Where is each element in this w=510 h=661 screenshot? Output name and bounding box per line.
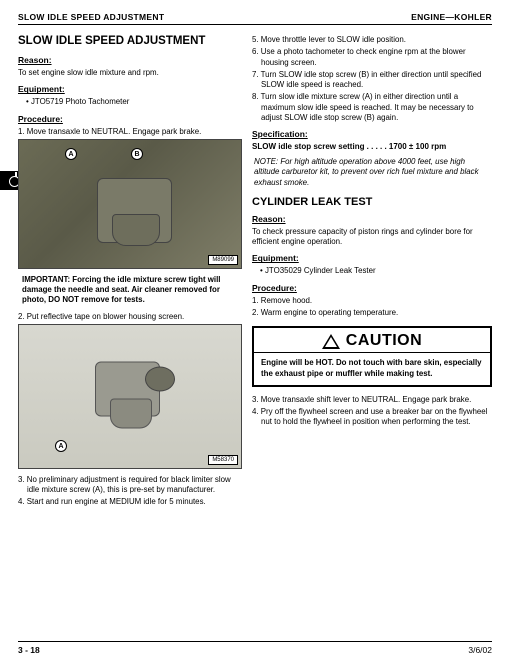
photo-carburetor-2: A M58370 [18, 324, 242, 469]
page: SLOW IDLE SPEED ADJUSTMENT ENGINE—KOHLER… [0, 0, 510, 518]
caution-body: Engine will be HOT. Do not touch with ba… [254, 353, 490, 385]
procedure-step: 1. Remove hood. [261, 296, 492, 306]
page-footer: 3 - 18 3/6/02 [18, 641, 492, 655]
procedure-step: 2. Warm engine to operating temperature. [261, 308, 492, 318]
important-note: IMPORTANT: Forcing the idle mixture scre… [18, 275, 242, 306]
caution-box: CAUTION Engine will be HOT. Do not touch… [252, 326, 492, 387]
photo-carburetor-1: A B M89099 [18, 139, 242, 269]
procedure-step: 8. Turn slow idle mixture screw (A) in e… [261, 92, 492, 123]
content-columns: SLOW IDLE SPEED ADJUSTMENT Reason: To se… [18, 35, 492, 510]
callout-a: A [65, 148, 77, 160]
procedure-label: Procedure: [252, 283, 492, 293]
image-tag: M89099 [208, 255, 238, 265]
left-column: SLOW IDLE SPEED ADJUSTMENT Reason: To se… [18, 35, 242, 510]
header-left: SLOW IDLE SPEED ADJUSTMENT [18, 12, 164, 22]
section-title: SLOW IDLE SPEED ADJUSTMENT [18, 35, 242, 47]
specification-label: Specification: [252, 129, 492, 139]
callout-a: A [55, 440, 67, 452]
procedure-step: 3. Move transaxle shift lever to NEUTRAL… [261, 395, 492, 405]
equipment-item: JTO5719 Photo Tachometer [26, 97, 242, 107]
note-label: NOTE: [254, 157, 278, 166]
image-tag: M58370 [208, 455, 238, 465]
callout-b: B [131, 148, 143, 160]
note-text: For high altitude operation above 4000 f… [254, 157, 479, 187]
procedure-step: 7. Turn SLOW idle stop screw (B) in eith… [261, 70, 492, 91]
procedure-step: 4. Pry off the flywheel screen and use a… [261, 407, 492, 428]
caution-header: CAUTION [254, 328, 490, 353]
procedure-label: Procedure: [18, 114, 242, 124]
reason-text: To set engine slow idle mixture and rpm. [18, 68, 242, 78]
note-block: NOTE: For high altitude operation above … [252, 157, 492, 188]
section-title-2: CYLINDER LEAK TEST [252, 196, 492, 208]
procedure-step: 1. Move transaxle to NEUTRAL. Engage par… [27, 127, 242, 137]
procedure-step: 6. Use a photo tachometer to check engin… [261, 47, 492, 68]
equipment-label: Equipment: [252, 253, 492, 263]
page-header: SLOW IDLE SPEED ADJUSTMENT ENGINE—KOHLER [18, 12, 492, 25]
caution-title: CAUTION [346, 332, 422, 350]
procedure-step: 5. Move throttle lever to SLOW idle posi… [261, 35, 492, 45]
warning-triangle-icon [322, 334, 340, 349]
reason-label: Reason: [18, 55, 242, 65]
equipment-label: Equipment: [18, 84, 242, 94]
page-date: 3/6/02 [468, 645, 492, 655]
specification-value: SLOW idle stop screw setting . . . . . 1… [252, 142, 492, 151]
important-label: IMPORTANT: [22, 275, 70, 284]
reason-text: To check pressure capacity of piston rin… [252, 227, 492, 248]
equipment-item: JTO35029 Cylinder Leak Tester [260, 266, 492, 276]
reason-label: Reason: [252, 214, 492, 224]
procedure-step: 3. No preliminary adjustment is required… [27, 475, 242, 496]
header-right: ENGINE—KOHLER [411, 12, 492, 22]
procedure-step: 2. Put reflective tape on blower housing… [27, 312, 242, 322]
page-number: 3 - 18 [18, 645, 40, 655]
right-column: 5. Move throttle lever to SLOW idle posi… [252, 35, 492, 510]
procedure-step: 4. Start and run engine at MEDIUM idle f… [27, 497, 242, 507]
